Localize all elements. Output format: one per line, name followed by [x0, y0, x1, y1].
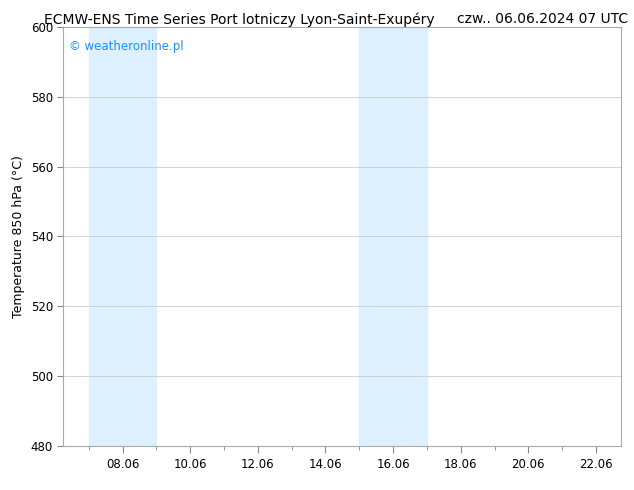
- Bar: [359, 27, 427, 446]
- Text: © weatheronline.pl: © weatheronline.pl: [69, 40, 184, 52]
- Bar: [89, 27, 157, 446]
- Text: czw.. 06.06.2024 07 UTC: czw.. 06.06.2024 07 UTC: [456, 12, 628, 26]
- Y-axis label: Temperature 850 hPa (°C): Temperature 850 hPa (°C): [12, 155, 25, 318]
- Text: ECMW-ENS Time Series Port lotniczy Lyon-Saint-Exupéry: ECMW-ENS Time Series Port lotniczy Lyon-…: [44, 12, 435, 27]
